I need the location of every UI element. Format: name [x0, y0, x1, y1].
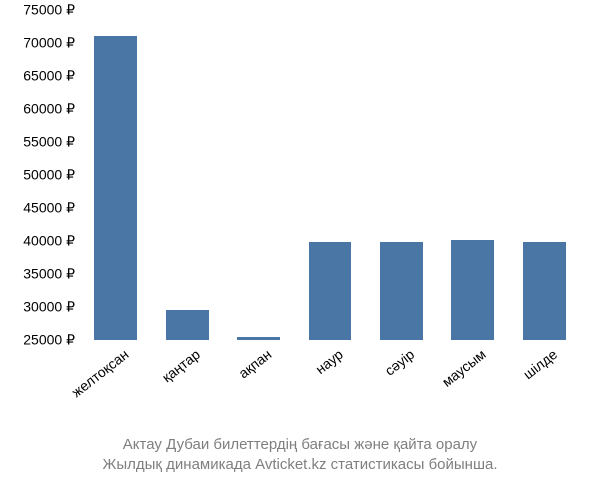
bar	[523, 242, 566, 340]
y-tick: 40000 ₽	[0, 233, 75, 250]
y-tick: 60000 ₽	[0, 101, 75, 118]
chart-caption: Актау Дубаи билеттердің бағасы және қайт…	[0, 435, 600, 476]
bar	[237, 337, 280, 340]
y-tick: 25000 ₽	[0, 332, 75, 349]
caption-line-1: Актау Дубаи билеттердің бағасы және қайт…	[123, 436, 477, 453]
y-tick: 35000 ₽	[0, 266, 75, 283]
x-tick: маусым	[102, 346, 489, 500]
bar	[94, 36, 137, 340]
y-tick: 70000 ₽	[0, 35, 75, 52]
bar	[166, 310, 209, 340]
price-chart: желтоқсанқаңтарақпаннаурсәуірмаусымшілде…	[0, 0, 600, 500]
plot-area	[80, 10, 580, 340]
bar	[451, 240, 494, 340]
y-tick: 65000 ₽	[0, 68, 75, 85]
y-tick: 30000 ₽	[0, 299, 75, 316]
y-tick: 45000 ₽	[0, 200, 75, 217]
bar	[309, 242, 352, 340]
y-tick: 55000 ₽	[0, 134, 75, 151]
y-tick: 75000 ₽	[0, 2, 75, 19]
caption-line-2: Жылдық динамикада Avticket.kz статистика…	[103, 456, 498, 473]
bar	[380, 242, 423, 340]
y-tick: 50000 ₽	[0, 167, 75, 184]
